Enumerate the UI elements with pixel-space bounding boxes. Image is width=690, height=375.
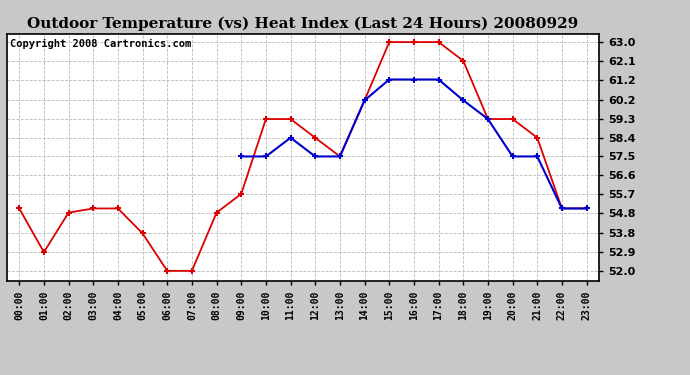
- Text: Copyright 2008 Cartronics.com: Copyright 2008 Cartronics.com: [10, 39, 191, 49]
- Title: Outdoor Temperature (vs) Heat Index (Last 24 Hours) 20080929: Outdoor Temperature (vs) Heat Index (Las…: [28, 17, 578, 31]
